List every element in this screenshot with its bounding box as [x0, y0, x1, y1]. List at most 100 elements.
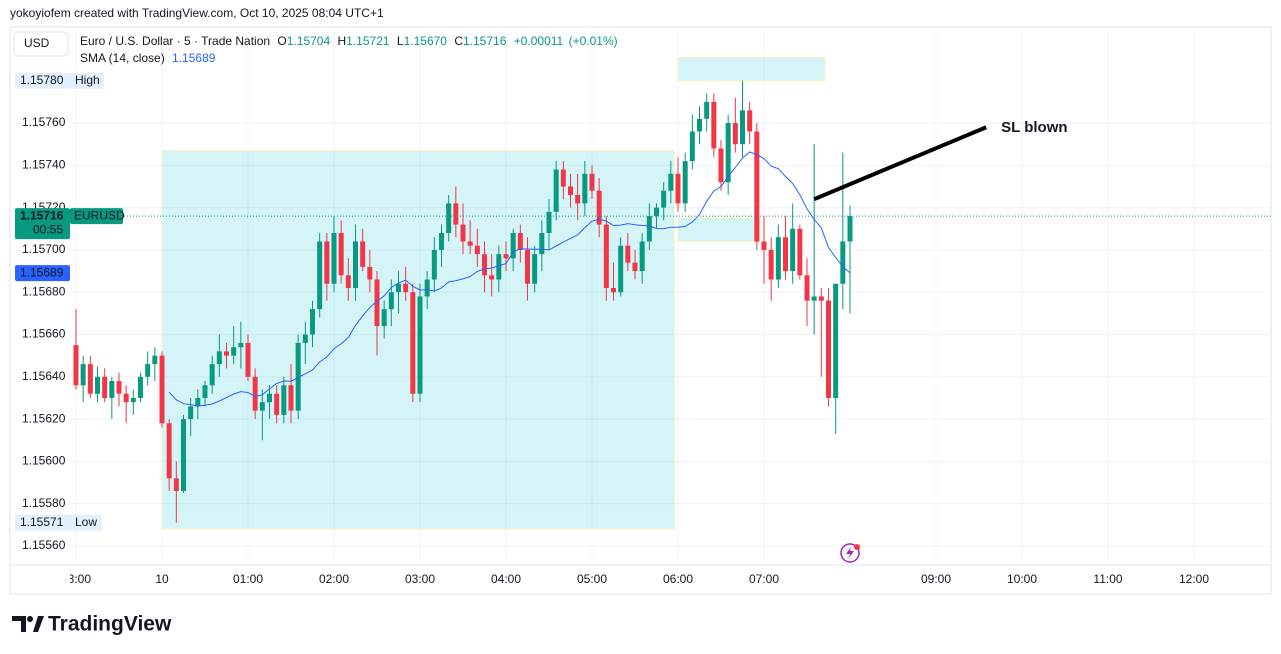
low-tag: 1.15571	[20, 515, 64, 529]
candle-body	[732, 123, 738, 145]
candle-body	[768, 249, 774, 280]
sma-tag: 1.15689	[20, 265, 64, 279]
candle-body	[302, 334, 308, 343]
y-tick-label: 1.15700	[22, 242, 66, 256]
candle-body	[496, 254, 502, 280]
candle-body	[439, 233, 444, 250]
candle-body	[575, 194, 581, 204]
sma-line	[168, 151, 851, 407]
candle-body	[560, 169, 566, 187]
candle-body	[668, 173, 674, 191]
candle-body	[761, 241, 767, 250]
candle-body	[216, 351, 222, 365]
o-label: O	[277, 34, 286, 48]
candle-body	[446, 203, 452, 234]
candle-body	[288, 385, 294, 411]
candle-body	[517, 233, 523, 250]
candle-body	[374, 279, 380, 327]
l-label: L	[397, 34, 404, 48]
candle-body	[116, 381, 122, 394]
last-price-tag-bg	[15, 208, 70, 240]
candle-body	[424, 279, 430, 297]
logo-mark	[12, 616, 26, 632]
session-box	[677, 56, 826, 82]
y-tick-label: 1.15600	[22, 454, 66, 468]
x-tick-label: 03:00	[405, 572, 435, 586]
candle-body	[109, 381, 115, 398]
y-tick-label: 1.15680	[22, 284, 66, 298]
low-tag-bg	[15, 514, 70, 531]
y-tick-label: 1.15620	[22, 411, 66, 425]
brand-logo: TradingView	[12, 613, 172, 636]
candle-body	[95, 376, 100, 394]
candle-body	[718, 148, 724, 183]
candle-body	[711, 101, 717, 149]
candle-body	[811, 296, 817, 301]
candle-body	[345, 275, 351, 288]
x-tick-label: 05:00	[577, 572, 607, 586]
high-text-bg	[70, 72, 104, 89]
replay-icon[interactable]	[840, 543, 860, 563]
x-tick-label: 01:00	[233, 572, 263, 586]
x-tick-label: 11:00	[1093, 572, 1122, 586]
candle-body	[310, 309, 315, 335]
candle-body	[632, 262, 638, 272]
high-tag-bg	[15, 72, 70, 89]
currency-button[interactable]	[13, 31, 69, 57]
candle-body	[725, 123, 731, 183]
candle-body	[510, 233, 516, 259]
candle-body	[797, 228, 803, 276]
candle-body	[582, 173, 588, 204]
logo-dot	[27, 616, 33, 622]
icon-bolt[interactable]	[846, 547, 854, 559]
candle-body	[331, 233, 337, 284]
credit: yokoyiofem created with TradingView.com,…	[10, 6, 384, 20]
candle-body	[532, 254, 538, 284]
candle-body	[618, 245, 624, 293]
candle-body	[367, 266, 373, 280]
candle-body	[474, 245, 480, 255]
candle-body	[102, 376, 108, 398]
candle-body	[804, 275, 810, 301]
candle-body	[267, 393, 272, 403]
session-box	[677, 217, 761, 242]
candle-body	[145, 364, 151, 377]
candle-body	[790, 228, 796, 272]
candle-body	[338, 233, 344, 276]
x-tick-label: 10	[155, 572, 169, 586]
candle-body	[353, 241, 358, 288]
symbol-tag-bg	[70, 208, 123, 225]
candle-body	[611, 287, 616, 293]
symbol-title: Euro / U.S. Dollar · 5 · Trade Nation	[80, 34, 270, 48]
candle-body	[152, 355, 158, 365]
l-value: 1.15670	[404, 34, 448, 48]
candle-body	[539, 233, 545, 255]
y-tick-label: 1.15760	[22, 115, 66, 129]
icon-ring[interactable]	[840, 543, 860, 563]
sma-value: 1.15689	[172, 51, 216, 65]
sma-legend: SMA (14, close) 1.15689	[80, 51, 216, 65]
candle-body	[625, 245, 631, 263]
candle-body	[754, 131, 760, 242]
change: +0.00011	[514, 34, 564, 48]
candle-body	[130, 397, 136, 403]
sma-tag-bg	[15, 265, 70, 282]
h-value: 1.15721	[346, 34, 390, 48]
candle-body	[80, 364, 86, 386]
candle-body	[675, 173, 681, 204]
c-value: 1.15716	[463, 34, 507, 48]
candle-body	[546, 211, 552, 234]
brand-name: TradingView	[48, 613, 172, 636]
currency-button-label[interactable]: USD	[24, 36, 50, 50]
icon-dot[interactable]	[854, 544, 860, 550]
candle-body	[589, 173, 595, 191]
x-tick-label: 06:00	[663, 572, 693, 586]
candle-body	[317, 241, 323, 310]
candle-body	[704, 101, 710, 119]
candle-body	[697, 118, 702, 132]
candle-body	[525, 249, 530, 284]
countdown: 00:55	[33, 222, 63, 236]
candle-body	[482, 254, 487, 276]
